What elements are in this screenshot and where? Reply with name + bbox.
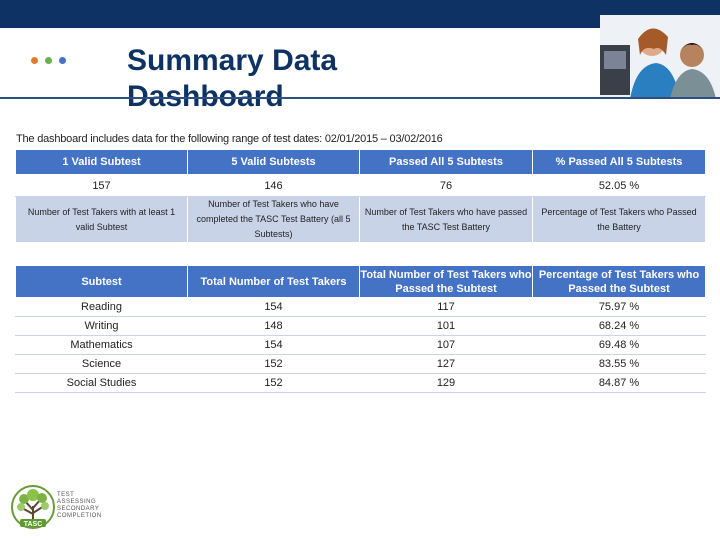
orange-dot-icon [31,57,38,64]
people-photo [600,15,720,99]
table-cell: 154 [187,297,360,317]
table-row: Social Studies 152 129 84.87 % [15,373,706,393]
blue-dot-icon [59,57,66,64]
date-range-caption: The dashboard includes data for the foll… [16,133,443,145]
table-cell: 107 [359,335,533,355]
table-cell: 152 [187,373,360,393]
table-cell: Number of Test Takers with at least 1 va… [15,196,188,243]
column-header: Subtest [15,265,188,298]
table-cell: 148 [187,316,360,336]
table-cell: 101 [359,316,533,336]
summary-description-row: Number of Test Takers with at least 1 va… [15,196,706,243]
table-cell: 75.97 % [532,297,706,317]
table-cell: 117 [359,297,533,317]
table-cell: Number of Test Takers who have completed… [187,196,360,243]
logo-line: TEST [57,492,75,498]
table-cell: 146 [187,174,360,197]
table-cell: 83.55 % [532,354,706,374]
table-cell: 84.87 % [532,373,706,393]
column-header: Total Number of Test Takers [187,265,360,298]
column-header: 5 Valid Subtests [187,149,360,175]
table-row: Reading 154 117 75.97 % [15,297,706,317]
table-cell: 52.05 % [532,174,706,197]
table-row: Science 152 127 83.55 % [15,354,706,374]
table-cell: Mathematics [15,335,188,355]
green-dot-icon [45,57,52,64]
table-cell: 152 [187,354,360,374]
table-cell: Percentage of Test Takers who Passed the… [532,196,706,243]
subtest-table: Subtest Total Number of Test Takers Tota… [15,265,706,393]
table-cell: 68.24 % [532,316,706,336]
logo-line: SECONDARY [57,506,100,512]
title-divider [0,97,720,99]
summary-table: 1 Valid Subtest 5 Valid Subtests Passed … [15,149,706,243]
subtest-header-row: Subtest Total Number of Test Takers Tota… [15,265,706,298]
table-cell: 127 [359,354,533,374]
summary-values-row: 157 146 76 52.05 % [15,174,706,197]
table-cell: Social Studies [15,373,188,393]
table-row: Mathematics 154 107 69.48 % [15,335,706,355]
table-cell: Reading [15,297,188,317]
table-cell: 157 [15,174,188,197]
table-cell: 154 [187,335,360,355]
table-cell: Writing [15,316,188,336]
decorative-dots [31,57,66,64]
table-cell: 69.48 % [532,335,706,355]
column-header: Total Number of Test Takers who Passed t… [359,265,533,298]
table-cell: Number of Test Takers who have passed th… [359,196,533,243]
table-row: Writing 148 101 68.24 % [15,316,706,336]
column-header: 1 Valid Subtest [15,149,188,175]
column-header: Passed All 5 Subtests [359,149,533,175]
column-header: Percentage of Test Takers who Passed the… [532,265,706,298]
logo-wordmark: TEST ASSESSING SECONDARY COMPLETION [57,492,102,520]
table-cell: 129 [359,373,533,393]
table-cell: 76 [359,174,533,197]
page-title: Summary Data Dashboard [127,44,338,113]
table-cell: Science [15,354,188,374]
logo-line: COMPLETION [57,513,102,519]
tasc-logo: TASC [10,484,120,530]
summary-header-row: 1 Valid Subtest 5 Valid Subtests Passed … [15,149,706,175]
logo-mark: TASC [24,521,43,528]
column-header: % Passed All 5 Subtests [532,149,706,175]
logo-line: ASSESSING [57,499,97,505]
